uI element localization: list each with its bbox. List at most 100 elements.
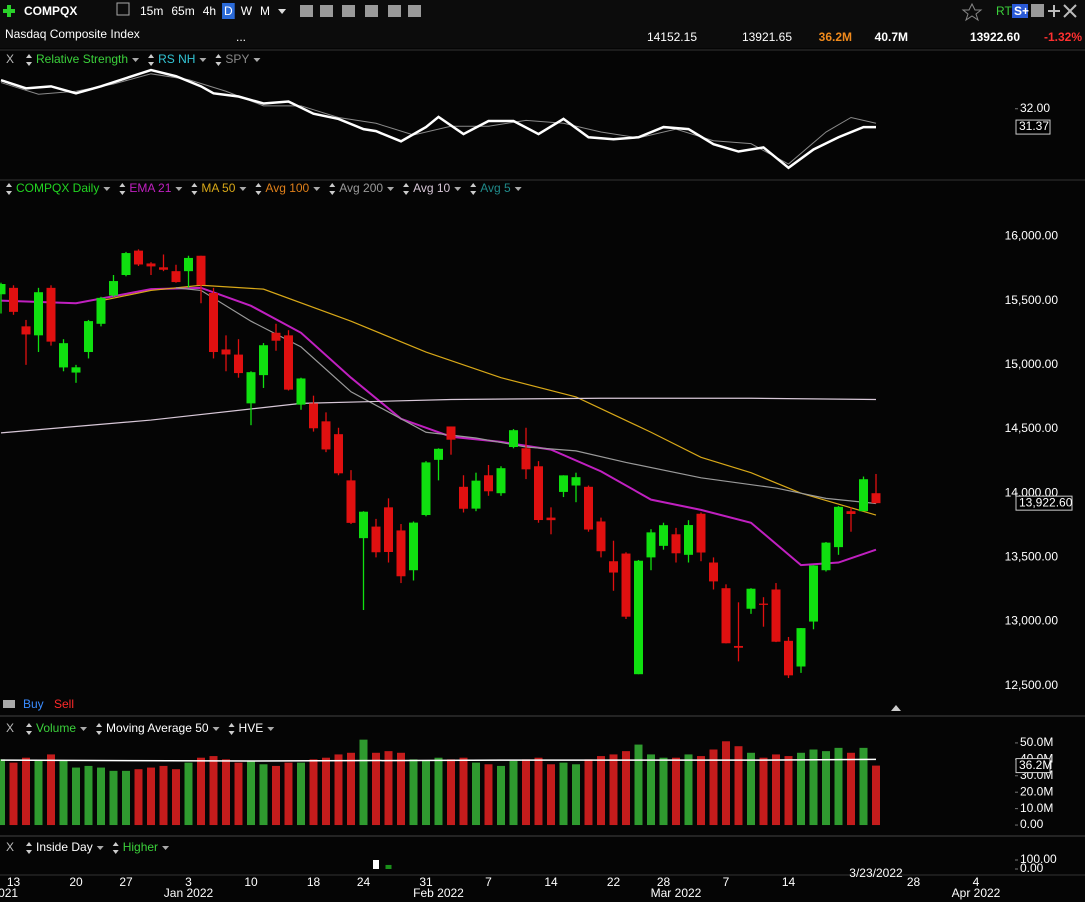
- dropdown-caret[interactable]: [96, 846, 104, 850]
- legend-item[interactable]: RS NH: [158, 52, 195, 66]
- interval-button[interactable]: M: [260, 4, 270, 18]
- legend-item[interactable]: Relative Strength: [36, 52, 128, 66]
- save-icon[interactable]: [1031, 4, 1044, 17]
- move-icon[interactable]: [96, 723, 103, 735]
- interval-button[interactable]: 4h: [203, 4, 216, 18]
- legend-item[interactable]: Avg 10: [413, 181, 450, 195]
- dropdown-caret[interactable]: [103, 187, 111, 191]
- move-icon[interactable]: [215, 54, 222, 66]
- close-button[interactable]: X: [6, 840, 14, 854]
- star-icon[interactable]: [961, 2, 983, 22]
- buy-button[interactable]: Buy: [23, 697, 44, 711]
- volume-bar: [59, 760, 68, 826]
- volume-bar: [347, 752, 355, 826]
- volume-bar: [572, 764, 580, 826]
- volume-bar: [859, 747, 868, 826]
- legend-item[interactable]: Avg 200: [339, 181, 383, 195]
- move-icon[interactable]: [329, 183, 336, 195]
- move-icon[interactable]: [112, 842, 119, 854]
- dropdown-caret[interactable]: [253, 58, 261, 62]
- volume-bar: [134, 769, 143, 826]
- dropdown-caret[interactable]: [212, 727, 220, 731]
- legend-item[interactable]: HVE: [239, 721, 264, 735]
- volume-bar: [797, 752, 805, 826]
- menu-icon[interactable]: [116, 2, 130, 16]
- toolbar-icon[interactable]: [320, 5, 333, 17]
- legend-item[interactable]: SPY: [225, 52, 249, 66]
- move-icon[interactable]: [119, 183, 126, 195]
- volume-bar: [47, 754, 55, 826]
- volume-bar: [297, 762, 305, 826]
- volume-bar: [484, 764, 493, 826]
- candle-body: [784, 640, 793, 676]
- move-icon[interactable]: [26, 723, 32, 735]
- dropdown-caret[interactable]: [239, 187, 247, 191]
- candle-body: [596, 521, 606, 552]
- dropdown-caret[interactable]: [278, 9, 287, 14]
- dropdown-caret[interactable]: [387, 187, 395, 191]
- move-icon[interactable]: [228, 723, 235, 735]
- move-icon[interactable]: [6, 183, 12, 195]
- close-button[interactable]: X: [6, 721, 14, 735]
- toolbar-icon[interactable]: [365, 5, 378, 17]
- move-icon[interactable]: [255, 183, 262, 195]
- symbol[interactable]: COMPQX: [24, 4, 77, 18]
- candle-body: [484, 475, 493, 492]
- move-icon[interactable]: [470, 183, 477, 195]
- candle-body: [459, 486, 468, 509]
- move-icon[interactable]: [191, 183, 198, 195]
- candle-body: [746, 588, 756, 609]
- dropdown-caret[interactable]: [132, 58, 140, 62]
- sell-button[interactable]: Sell: [54, 697, 74, 711]
- dropdown-caret[interactable]: [313, 187, 321, 191]
- legend-item[interactable]: Volume: [36, 721, 76, 735]
- toolbar-icon[interactable]: [388, 5, 401, 17]
- interval-button[interactable]: 15m: [140, 4, 163, 18]
- legend-item[interactable]: EMA 21: [129, 181, 171, 195]
- y-tick-label: 0.00: [1020, 817, 1044, 831]
- toolbar-icon[interactable]: [342, 5, 355, 17]
- interval-button[interactable]: D: [224, 4, 233, 18]
- legend-item[interactable]: Avg 5: [480, 181, 511, 195]
- move-icon[interactable]: [403, 183, 410, 195]
- low: 13921.65: [742, 30, 792, 44]
- volume-bar: [497, 765, 505, 826]
- move-icon[interactable]: [148, 54, 155, 66]
- volume-bar: [509, 760, 518, 826]
- volume-bar: [672, 757, 680, 826]
- toolbar-icon[interactable]: [300, 5, 313, 17]
- close-button[interactable]: X: [6, 52, 14, 66]
- legend-item[interactable]: COMPQX Daily: [16, 181, 99, 195]
- candle-body: [96, 297, 106, 324]
- legend-item[interactable]: Higher: [123, 840, 158, 854]
- dropdown-caret[interactable]: [454, 187, 462, 191]
- move-icon[interactable]: [26, 54, 32, 66]
- add-icon[interactable]: [3, 5, 15, 17]
- interval-button[interactable]: W: [241, 4, 253, 18]
- move-icon[interactable]: [26, 842, 32, 854]
- window-icons[interactable]: [1048, 4, 1077, 18]
- volume-bar: [847, 752, 855, 826]
- candle-body: [184, 257, 193, 272]
- legend-item[interactable]: Avg 100: [265, 181, 309, 195]
- dropdown-caret[interactable]: [199, 58, 207, 62]
- legend-item[interactable]: Moving Average 50: [106, 721, 209, 735]
- interval-button[interactable]: 65m: [171, 4, 194, 18]
- change: -1.32%: [1044, 30, 1082, 44]
- candle-body: [584, 486, 593, 530]
- dropdown-caret[interactable]: [175, 187, 183, 191]
- legend-item[interactable]: MA 50: [201, 181, 235, 195]
- volume-bar: [597, 756, 605, 826]
- dropdown-caret[interactable]: [80, 727, 88, 731]
- candle-body: [734, 645, 743, 648]
- legend-item[interactable]: Inside Day: [36, 840, 93, 854]
- month-label: Apr 2022: [952, 886, 1001, 900]
- toolbar-icon[interactable]: [408, 5, 421, 17]
- dropdown-caret[interactable]: [514, 187, 522, 191]
- y-tick-label: 14,500.00: [1005, 421, 1059, 435]
- trade-icon[interactable]: [3, 700, 15, 708]
- dropdown-caret[interactable]: [267, 727, 275, 731]
- dropdown-caret[interactable]: [162, 846, 170, 850]
- candle-body: [859, 479, 868, 512]
